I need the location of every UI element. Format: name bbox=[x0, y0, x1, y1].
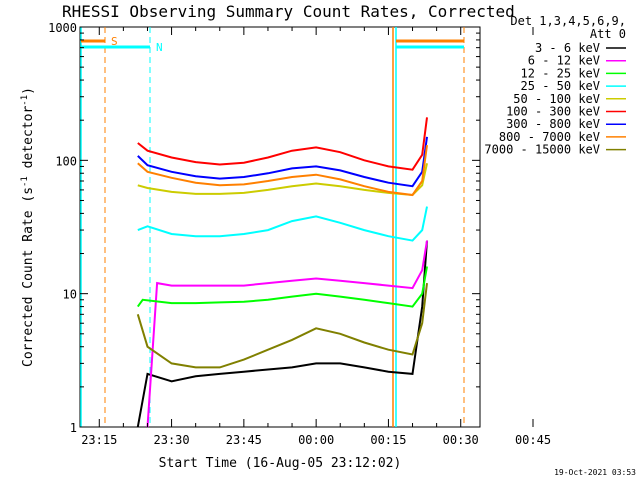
x-tick-label: 23:30 bbox=[154, 433, 190, 447]
series-line-7 bbox=[137, 144, 428, 197]
series-line-5 bbox=[137, 117, 428, 171]
legend-entry-label: 25 - 50 keV bbox=[521, 79, 600, 93]
legend-header-line-2: Att 0 bbox=[590, 27, 626, 41]
series-layer bbox=[136, 117, 428, 428]
y-axis-label-part1: Corrected Count Rate (s bbox=[21, 187, 36, 367]
legend-entry-label: 50 - 100 keV bbox=[513, 92, 600, 106]
legend-entry-label: 300 - 800 keV bbox=[506, 117, 600, 131]
y-axis-label: Corrected Count Rate (s-1 detector-1) bbox=[20, 87, 36, 367]
x-tick-label: 23:45 bbox=[226, 433, 262, 447]
footer-timestamp: 19-Oct-2021 03:53 bbox=[554, 468, 636, 477]
x-tick-label: 23:15 bbox=[81, 433, 117, 447]
chart-title: RHESSI Observing Summary Count Rates, Co… bbox=[62, 2, 515, 21]
plot-frame bbox=[79, 26, 481, 428]
legend-entry-label: 800 - 7000 keV bbox=[499, 130, 600, 144]
x-tick-label: 00:45 bbox=[515, 433, 551, 447]
legend-header: Det 1,3,4,5,6,9, Att 0 bbox=[510, 14, 626, 41]
x-tick-label: 00:15 bbox=[370, 433, 406, 447]
x-axis-label: Start Time (16-Aug-05 23:12:02) bbox=[159, 456, 402, 471]
legend-header-line-1: Det 1,3,4,5,6,9, bbox=[510, 14, 626, 28]
series-line-6 bbox=[137, 136, 428, 188]
y-axis-label-part2: detector bbox=[21, 106, 36, 177]
y-axis-label-sup2: -1 bbox=[20, 95, 30, 106]
x-tick-label: 00:00 bbox=[298, 433, 334, 447]
legend-entry-label: 100 - 300 keV bbox=[506, 105, 600, 119]
series-line-3 bbox=[137, 206, 428, 242]
y-tick-label: 100 bbox=[55, 154, 77, 168]
series-line-1 bbox=[146, 240, 428, 428]
y-tick-label: 10 bbox=[63, 288, 77, 302]
night-label: N bbox=[156, 41, 163, 54]
y-axis-label-part3: ) bbox=[21, 87, 36, 95]
y-tick-label: 1 bbox=[70, 421, 77, 435]
axis-ticks: 1 10 100 1000 23:15 23:30 23:45 00:00 00:15 00:30… bbox=[48, 21, 551, 447]
y-axis-label-sup1: -1 bbox=[20, 176, 30, 187]
legend-entry-label: 12 - 25 keV bbox=[521, 66, 600, 80]
series-line-2 bbox=[136, 266, 428, 308]
legend-entry-label: 7000 - 15000 keV bbox=[484, 143, 600, 157]
series-line-8 bbox=[136, 282, 428, 369]
saa-label: S bbox=[111, 35, 118, 48]
legend-entry-label: 6 - 12 keV bbox=[528, 54, 600, 68]
legend-entry-label: 3 - 6 keV bbox=[535, 41, 600, 55]
x-tick-label: 00:30 bbox=[443, 433, 479, 447]
y-tick-label: 1000 bbox=[48, 21, 77, 35]
series-line-0 bbox=[136, 240, 428, 428]
